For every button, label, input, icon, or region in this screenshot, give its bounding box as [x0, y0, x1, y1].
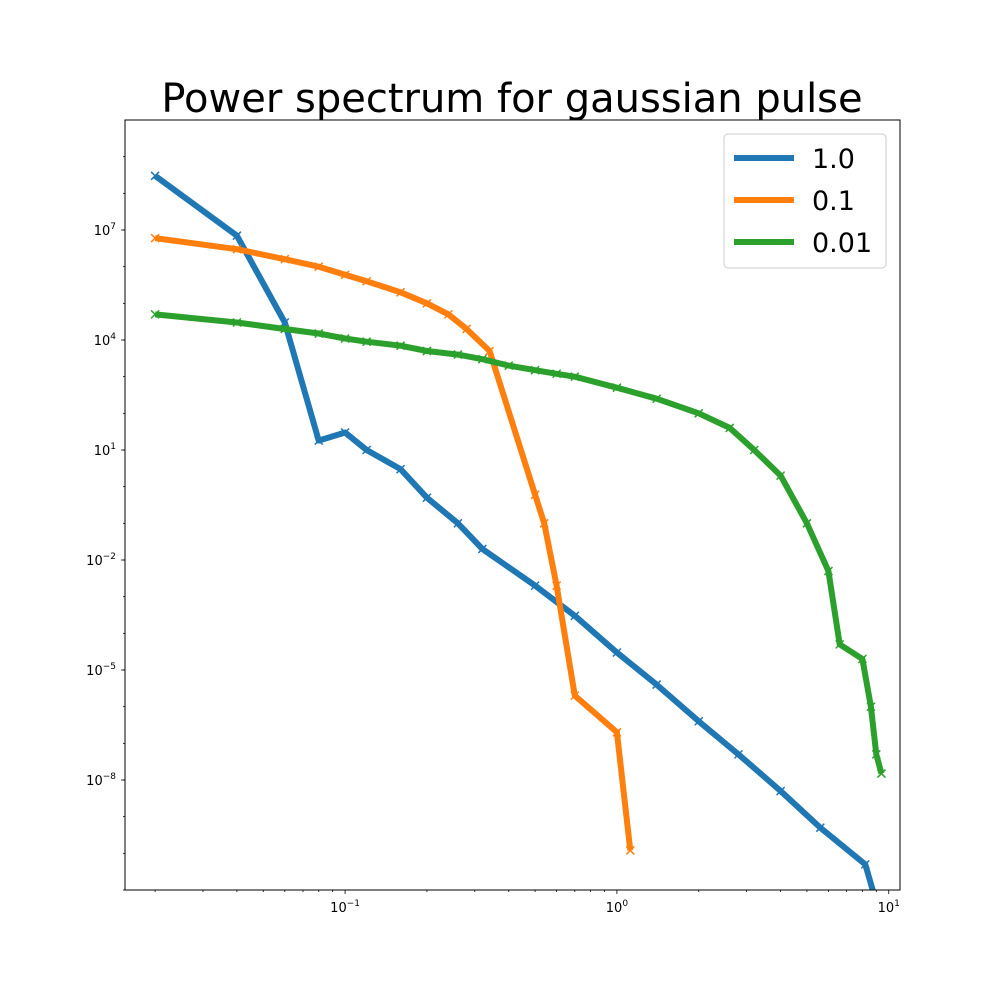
y-axis: 107 104 101 10−2 10−5 10−8 — [86, 156, 125, 891]
data-point — [612, 647, 622, 658]
y-tick-label: 10−5 — [86, 662, 116, 679]
data-point — [150, 233, 160, 243]
data-point — [530, 581, 540, 591]
data-point — [462, 324, 472, 334]
data-point — [612, 383, 622, 393]
data-point — [232, 317, 242, 328]
data-point — [232, 231, 242, 241]
data-point — [150, 309, 160, 319]
data-point — [823, 566, 833, 576]
data-point — [539, 518, 549, 528]
data-point — [570, 372, 580, 382]
data-point — [871, 749, 881, 759]
data-point — [485, 346, 495, 356]
legend-box — [723, 133, 887, 269]
data-point — [477, 354, 487, 364]
x-tick-label: 10−1 — [330, 899, 360, 916]
y-tick-label: 107 — [94, 222, 116, 239]
data-point — [725, 423, 735, 433]
data-point — [362, 276, 372, 286]
data-point — [396, 464, 406, 474]
data-point — [422, 346, 432, 356]
legend-entry-0.1: 0.1 — [734, 186, 855, 217]
data-point — [857, 654, 867, 664]
data-point — [570, 611, 580, 621]
data-point — [570, 691, 580, 701]
data-point — [612, 727, 622, 737]
x-tick-label: 101 — [878, 899, 900, 916]
legend-label: 0.01 — [812, 228, 872, 259]
data-point — [749, 445, 759, 455]
data-point — [362, 337, 372, 347]
data-point — [552, 581, 562, 591]
chart-title: Power spectrum for gaussian pulse — [161, 76, 862, 122]
data-point — [815, 823, 825, 833]
x-tick-label: 100 — [606, 899, 629, 916]
data-point — [396, 287, 406, 297]
data-point — [362, 445, 372, 455]
data-point — [340, 333, 350, 344]
legend-entry-1.0: 1.0 — [734, 144, 855, 175]
data-point — [340, 427, 350, 438]
data-point — [453, 518, 463, 528]
series-line-1.0 — [153, 173, 876, 890]
data-point — [150, 171, 160, 181]
data-point — [340, 270, 350, 280]
data-point — [280, 317, 290, 328]
x-axis: 10−1 100 101 — [154, 890, 900, 916]
data-point — [422, 298, 432, 308]
data-point — [314, 262, 324, 272]
y-tick-label: 10−8 — [86, 772, 116, 789]
legend-label: 1.0 — [812, 144, 855, 175]
data-point — [776, 471, 786, 481]
data-point — [776, 786, 786, 796]
data-point — [477, 544, 487, 554]
series-1.0 — [150, 171, 876, 890]
data-point — [314, 436, 324, 446]
y-tick-label: 104 — [94, 332, 117, 349]
y-tick-label: 10−2 — [86, 552, 116, 569]
data-point — [694, 408, 704, 418]
data-point — [552, 369, 562, 379]
data-point — [422, 493, 432, 503]
data-point — [694, 716, 704, 726]
plot-frame — [124, 119, 901, 891]
data-point — [733, 749, 744, 759]
data-point — [396, 341, 406, 351]
data-point — [280, 254, 290, 264]
legend-label: 0.1 — [812, 186, 855, 217]
y-tick-label: 101 — [94, 442, 116, 459]
data-point — [530, 490, 540, 500]
data-point — [280, 324, 290, 334]
data-point — [453, 350, 463, 360]
series-0.01 — [150, 309, 886, 779]
data-point — [530, 365, 540, 375]
data-point — [443, 309, 453, 319]
data-point — [314, 329, 324, 339]
legend: 1.0 0.1 0.01 — [723, 133, 887, 269]
data-point — [625, 845, 635, 855]
legend-entry-0.01: 0.01 — [734, 228, 872, 259]
data-point — [835, 639, 845, 649]
data-point — [232, 244, 242, 254]
data-point — [860, 859, 870, 869]
data-point — [504, 361, 514, 371]
series-layer — [150, 171, 886, 890]
data-point — [866, 702, 876, 712]
data-point — [802, 518, 812, 528]
data-point — [876, 769, 886, 779]
data-point — [652, 394, 662, 404]
data-point — [652, 680, 662, 690]
series-0.1 — [150, 233, 635, 855]
